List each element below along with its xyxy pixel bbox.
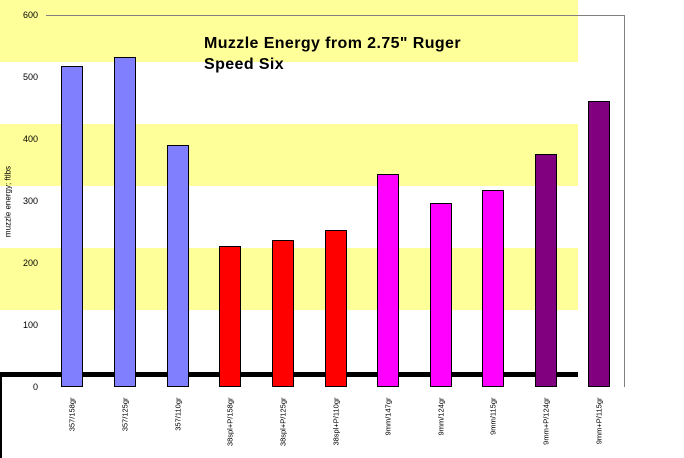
- bar-9mm/147gr: [377, 174, 399, 387]
- bar-357/158gr: [61, 66, 83, 387]
- x-category-label-38spl+P/110gr: 38spl+P/110gr: [331, 397, 340, 446]
- x-category-label-38spl+P/125gr: 38spl+P/125gr: [278, 397, 288, 447]
- y-tick-label-600: 600: [22, 10, 38, 20]
- bar-357/125gr: [114, 57, 136, 387]
- chart-title: Muzzle Energy from 2.75" Ruger Speed Six: [204, 33, 461, 75]
- plot-band: [0, 186, 578, 248]
- y-tick-label-400: 400: [22, 134, 38, 144]
- x-category-label-9mm/147gr: 9mm/147gr: [383, 397, 393, 436]
- x-category-label-9mm+P/124gr: 9mm+P/124gr: [541, 397, 551, 445]
- y-tick-label-100: 100: [22, 320, 38, 330]
- y-tick-label-0: 0: [32, 382, 38, 392]
- chart-title-line2: Speed Six: [204, 56, 285, 73]
- x-category-label-357/110gr: 357/110gr: [173, 397, 183, 431]
- plot-top-border: [46, 15, 625, 16]
- bar-38spl+P/110gr: [325, 230, 347, 387]
- plot-right-border: [624, 15, 625, 387]
- x-category-label-357/158gr: 357/158gr: [67, 397, 77, 432]
- x-category-label-9mm/115gr: 9mm/115gr: [488, 397, 498, 435]
- bar-38spl+P/125gr: [272, 240, 294, 387]
- plot-band: [0, 62, 578, 124]
- y-axis-line: [0, 377, 2, 458]
- bar-38spl+P/158gr: [219, 246, 241, 387]
- x-category-label-9mm/124gr: 9mm/124gr: [436, 397, 446, 436]
- plot-band: [0, 0, 578, 62]
- x-category-label-9mm+P/115gr: 9mm+P/115gr: [594, 397, 604, 445]
- bar-9mm+P/124gr: [535, 154, 557, 387]
- x-category-label-357/125gr: 357/125gr: [120, 397, 130, 432]
- bar-9mm+P/115gr: [588, 101, 610, 387]
- bar-9mm/124gr: [430, 203, 452, 387]
- chart-title-line1: Muzzle Energy from 2.75" Ruger: [204, 35, 461, 52]
- plot-band: [0, 124, 578, 186]
- y-tick-label-300: 300: [22, 196, 38, 206]
- bar-357/110gr: [167, 145, 189, 387]
- x-category-label-38spl+P/158gr: 38spl+P/158gr: [225, 397, 235, 447]
- bar-9mm/115gr: [482, 190, 504, 387]
- y-tick-label-500: 500: [22, 72, 38, 82]
- y-tick-label-200: 200: [22, 258, 38, 268]
